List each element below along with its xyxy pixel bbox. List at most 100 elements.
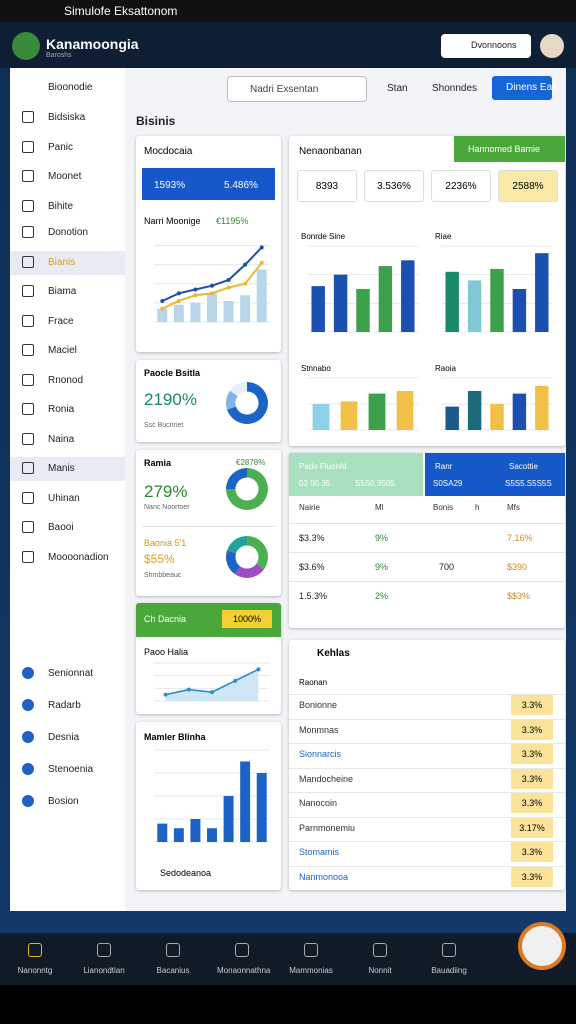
sidebar-item[interactable]: Ronia — [48, 404, 75, 415]
table-cell: 1.5.3% — [299, 591, 328, 601]
nav-label[interactable]: Nanonntg — [17, 966, 53, 975]
sidebar-icon — [22, 462, 34, 474]
blue-panel — [425, 453, 565, 496]
green-panel — [289, 453, 423, 496]
sidebar-item[interactable]: Bidsiska — [48, 112, 86, 123]
list-name[interactable]: Bonionne — [299, 700, 338, 710]
donut-segment — [227, 382, 268, 424]
stat-box: 2588% — [498, 170, 558, 202]
sidebar-item[interactable]: Radarb — [48, 700, 81, 711]
table-header: Mfs — [507, 503, 520, 512]
list-name[interactable]: Parnmonemiu — [299, 822, 356, 833]
stat-box: 3.536% — [364, 170, 424, 202]
chart-title: Bonrde Sine — [301, 232, 346, 241]
row-divider — [289, 743, 565, 744]
sidebar-icon — [22, 199, 34, 212]
brand: Kanamoongia — [46, 36, 139, 52]
sidebar-item[interactable]: Stenoenia — [48, 764, 94, 775]
search-box[interactable]: Nadri Exsentan — [227, 76, 367, 102]
summary-text: S0SA29 — [433, 479, 463, 488]
nav-icon[interactable] — [28, 943, 42, 957]
nav-label[interactable]: Mammonias — [289, 966, 333, 975]
sidebar-item[interactable]: Biama — [48, 286, 77, 297]
value-sub: Shmbbeauc — [144, 572, 182, 579]
nav-label[interactable]: Nonnit — [368, 966, 392, 975]
nav-icon[interactable] — [235, 943, 249, 957]
list-name[interactable]: Nanocoin — [299, 798, 338, 808]
nav-label[interactable]: Bauadiing — [431, 966, 467, 975]
bar — [173, 828, 184, 842]
sidebar-icon — [22, 763, 34, 775]
sidebar-item[interactable]: Senionnat — [48, 668, 94, 679]
nav-label[interactable]: Lianondtian — [83, 966, 125, 975]
sidebar-item[interactable]: Bihite — [48, 200, 74, 212]
sidebar-item[interactable]: Naina — [48, 433, 75, 445]
footer[interactable]: Sedodeanoa — [160, 868, 212, 878]
big-value: 2190% — [144, 390, 197, 409]
nav-icon[interactable] — [373, 943, 387, 957]
fab[interactable] — [518, 922, 566, 970]
status-title: Simulofe Eksattonom — [64, 4, 178, 18]
table-cell: 700 — [439, 562, 455, 572]
card-title: Kehlas — [317, 648, 350, 659]
point — [210, 690, 214, 695]
overview-card: Nenaonbanan Hannomed Bamie 8393 3.536% 2236%… — [289, 136, 565, 446]
nav-icon[interactable] — [304, 943, 318, 957]
nav-icon[interactable] — [442, 943, 456, 957]
user-name: Dvonnoons — [471, 40, 517, 50]
row-divider — [289, 581, 565, 582]
avatar[interactable] — [540, 34, 564, 58]
sidebar-item[interactable]: Rnonod — [48, 374, 84, 386]
sidebar-item[interactable]: Moonet — [48, 171, 82, 182]
table-header: h — [475, 503, 480, 512]
card-title: Paocle Bsitla — [144, 368, 201, 378]
sidebar-item[interactable]: Moooonadion — [48, 551, 109, 563]
point — [210, 283, 214, 288]
nav-label[interactable]: Bacanius — [156, 966, 190, 975]
sidebar-icon — [22, 170, 34, 182]
bar — [490, 404, 504, 430]
list-name[interactable]: Sionnarcis — [299, 749, 342, 759]
bar — [207, 293, 217, 322]
sidebar-item[interactable]: Desnia — [48, 732, 80, 743]
chart — [307, 245, 419, 333]
table-cell: $3.6% — [299, 562, 325, 572]
sidebar-item[interactable]: Baooi — [48, 522, 74, 533]
nav-label[interactable]: Monaonnathna — [217, 966, 271, 975]
sidebar-item[interactable]: Donotion — [48, 227, 89, 238]
sidebar-top[interactable]: Bioonodie — [48, 82, 93, 93]
point — [243, 262, 248, 267]
toolbar-link[interactable]: Stan — [387, 83, 408, 94]
point — [186, 687, 191, 692]
nav-icon[interactable] — [97, 943, 111, 957]
point — [256, 667, 261, 672]
sidebar-item[interactable]: Frace — [48, 315, 74, 327]
primary-button[interactable]: Dinens Eas — [492, 76, 557, 100]
sidebar-item[interactable]: Manis — [48, 463, 75, 474]
nav-icon[interactable] — [166, 943, 180, 957]
card-title: Nenaonbanan — [299, 146, 362, 157]
bar — [368, 393, 386, 430]
bar — [401, 260, 415, 332]
chart — [226, 536, 268, 578]
list-value: 3.3% — [511, 695, 553, 715]
bar — [223, 796, 234, 842]
list-name[interactable]: Monmnas — [299, 724, 339, 735]
user-button[interactable]: Dvonnoons — [441, 34, 531, 58]
sidebar-item[interactable]: Maciel — [48, 345, 77, 356]
toolbar-dropdown[interactable]: Shonndes — [432, 83, 478, 94]
trend-card: Mocdocaia 1593% 5.486% Narri Moonige €1195% — [136, 136, 281, 352]
chart-title: Paoo Halia — [144, 647, 189, 657]
sidebar-item[interactable]: Bianis — [48, 256, 76, 268]
chart-badge: €1195% — [216, 216, 249, 226]
sidebar-item[interactable]: Uhinan — [48, 492, 80, 504]
sidebar-item[interactable]: Panic — [48, 141, 74, 153]
bar — [512, 289, 527, 332]
list-name[interactable]: Nanmonooa — [299, 871, 349, 882]
list-name[interactable]: Stomamis — [299, 847, 340, 857]
list-name[interactable]: Mandocheine — [299, 773, 354, 784]
bar — [190, 302, 201, 322]
bar — [467, 280, 482, 332]
sidebar-item[interactable]: Bosion — [48, 796, 79, 807]
green-button[interactable]: Hannomed Bamie — [454, 136, 565, 162]
